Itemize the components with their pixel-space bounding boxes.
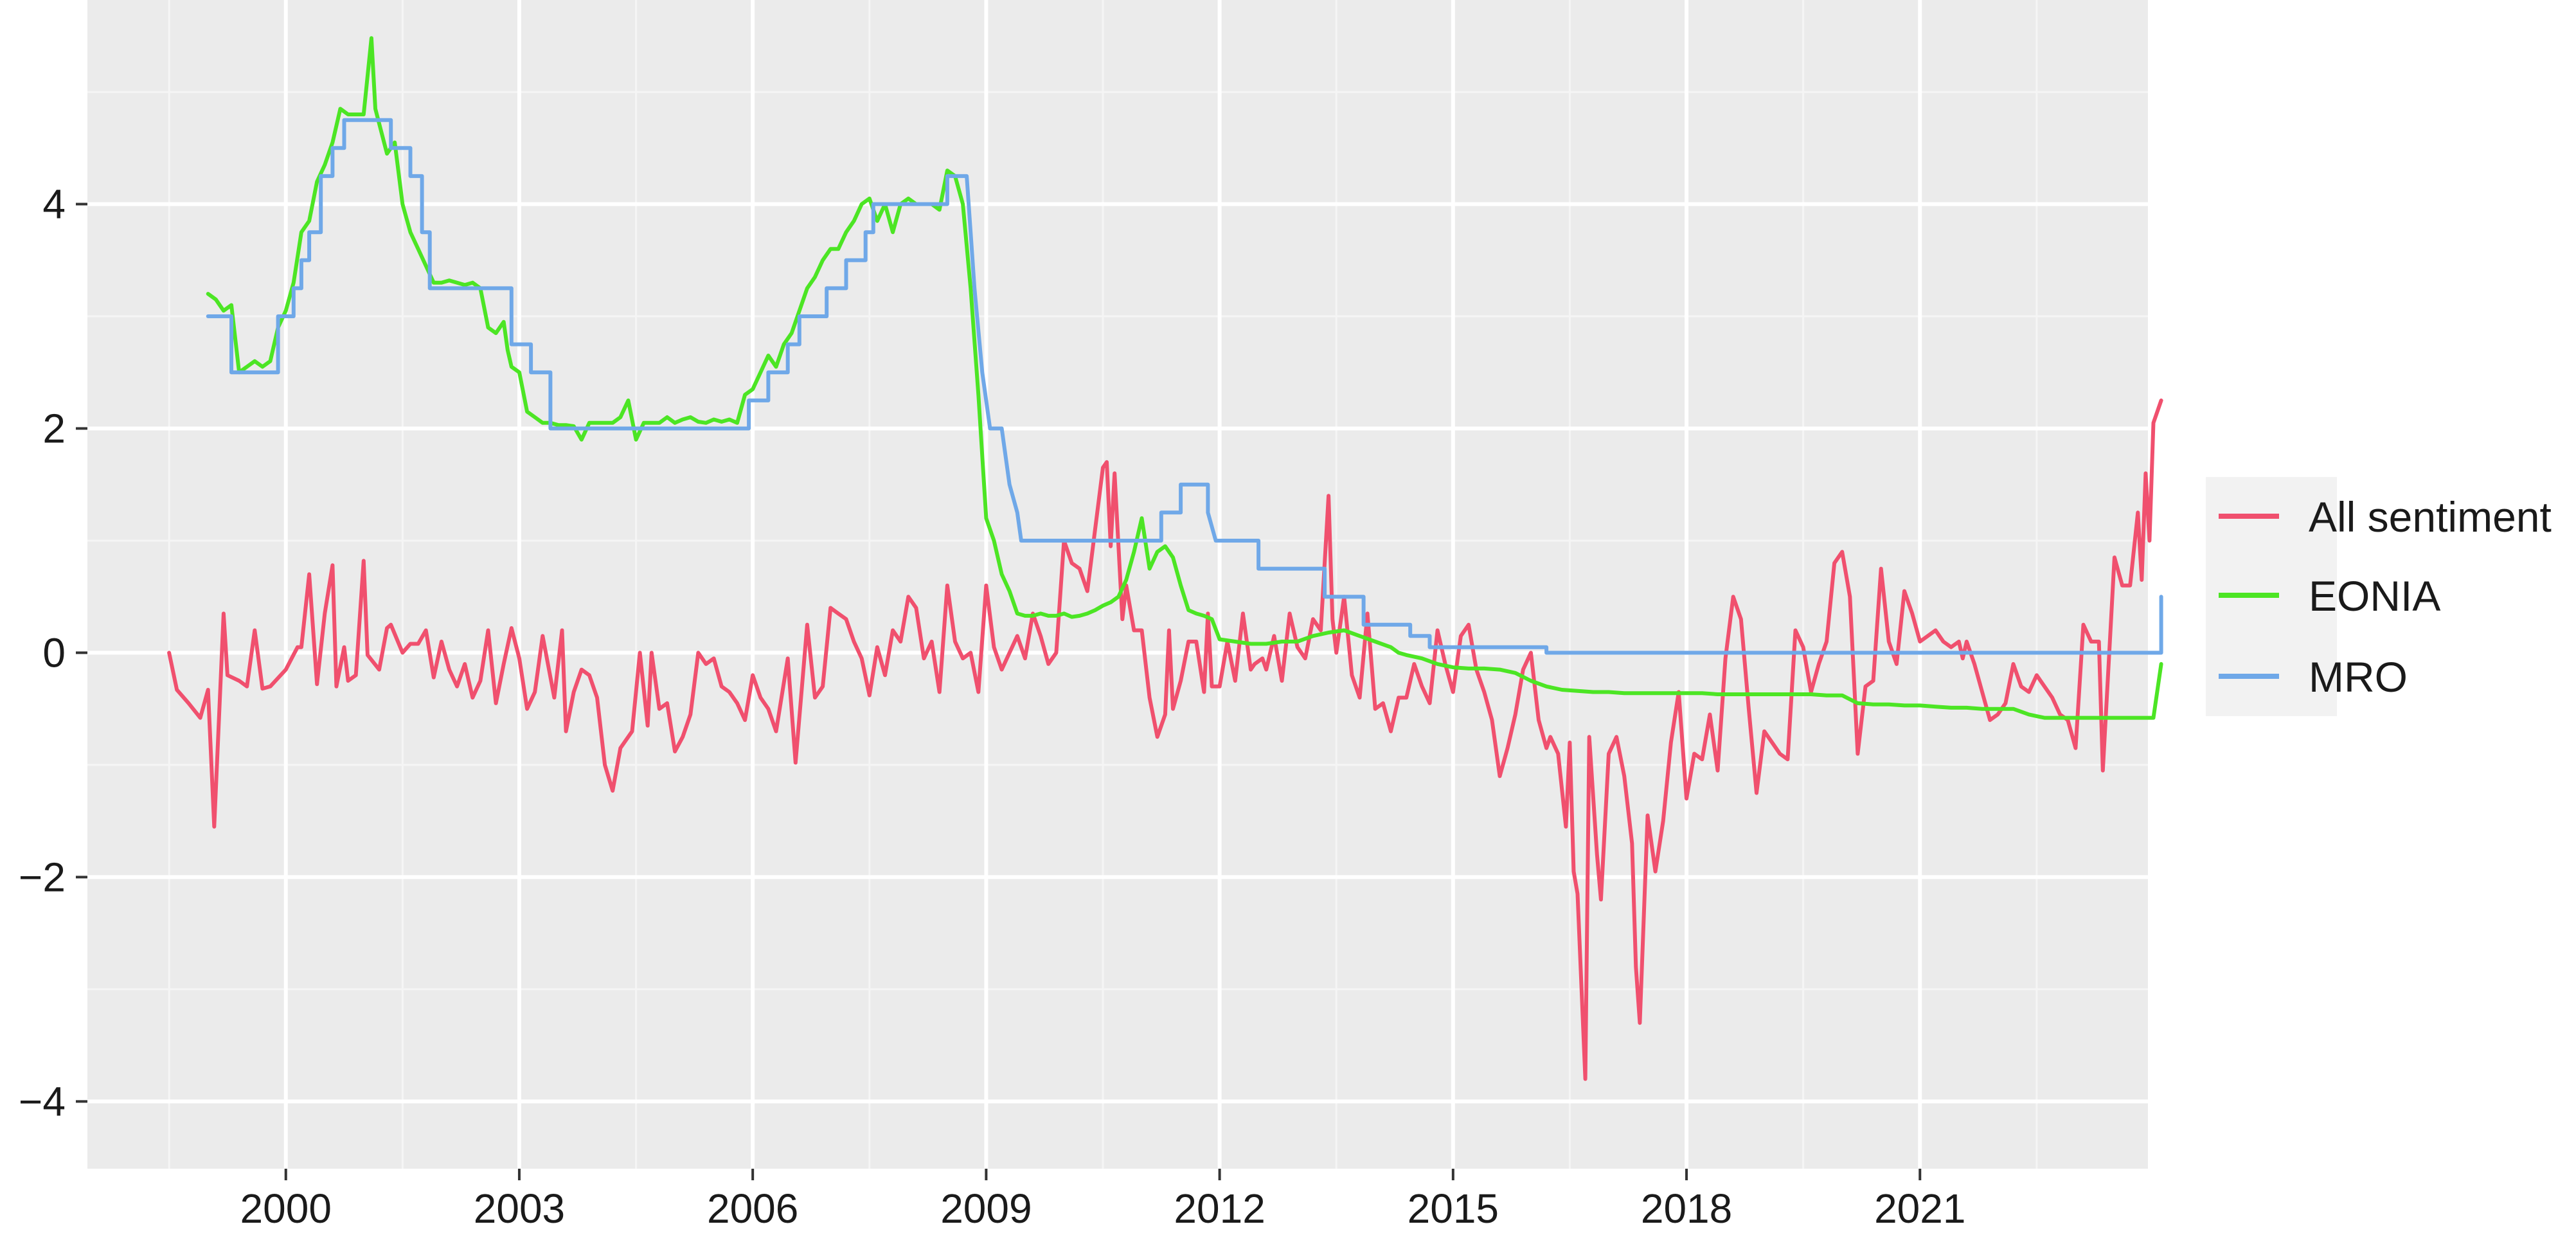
x-tick-label: 2009	[940, 1185, 1032, 1232]
legend: All sentiment EONIA MRO	[2206, 477, 2552, 716]
y-axis: −4 −2 0 2 4	[19, 181, 87, 1124]
legend-label-mro: MRO	[2309, 653, 2408, 701]
x-tick-label: 2000	[240, 1185, 332, 1232]
x-tick-label: 2006	[707, 1185, 798, 1232]
series-line-mro	[206, 118, 2163, 655]
y-tick-label: −2	[19, 854, 66, 900]
legend-item-eonia: EONIA	[2219, 572, 2440, 620]
plot-panel	[87, 0, 2148, 1169]
legend-label-eonia: EONIA	[2309, 572, 2440, 620]
series-lines	[167, 36, 2163, 1081]
x-tick-label: 2018	[1641, 1185, 1732, 1232]
legend-item-all-sentiment: All sentiment	[2219, 493, 2552, 541]
x-tick-label: 2021	[1874, 1185, 1965, 1232]
minor-gridlines	[87, 0, 2148, 1169]
y-tick-label: −4	[19, 1078, 66, 1124]
x-axis: 2000 2003 2006 2009 2012 2015 2018 2021	[240, 1169, 1965, 1232]
series-line-eonia	[206, 36, 2163, 720]
x-tick-label: 2012	[1174, 1185, 1265, 1232]
x-tick-label: 2015	[1408, 1185, 1499, 1232]
legend-label-all-sentiment: All sentiment	[2309, 493, 2552, 541]
x-tick-label: 2003	[474, 1185, 565, 1232]
y-tick-label: 2	[42, 405, 66, 451]
legend-item-mro: MRO	[2219, 653, 2408, 701]
series-line-all-sentiment	[167, 398, 2163, 1081]
y-tick-label: 0	[42, 629, 66, 676]
y-tick-label: 4	[42, 181, 66, 228]
